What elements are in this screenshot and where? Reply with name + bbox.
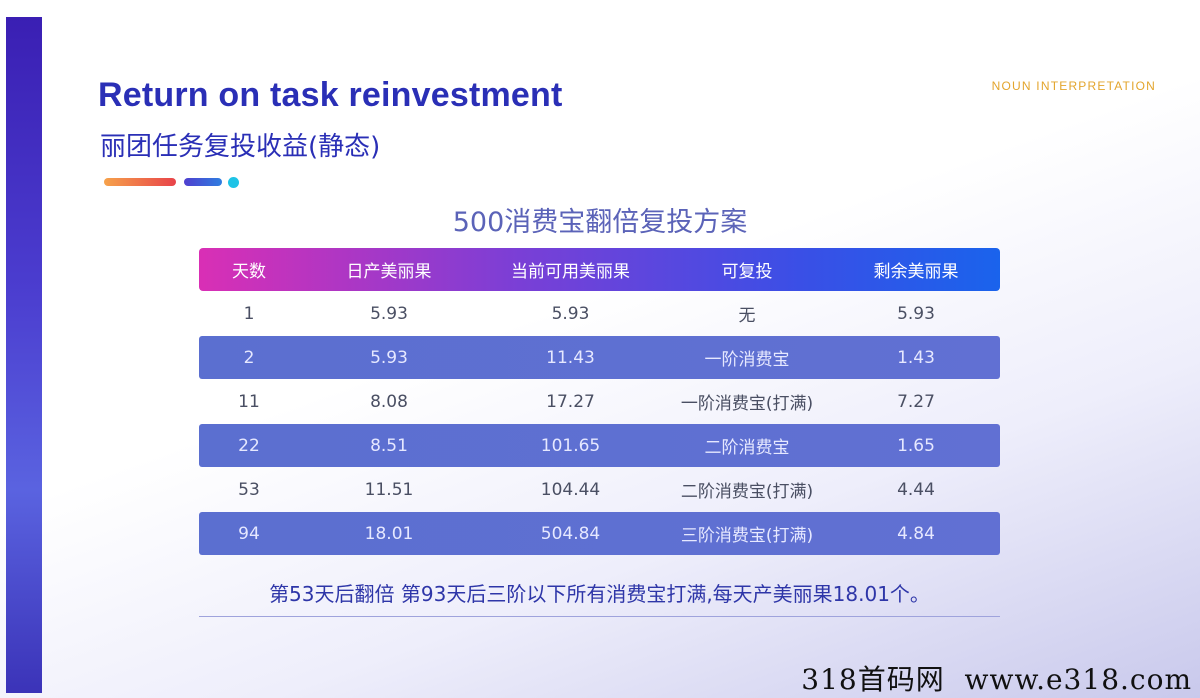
- cell-daily-output: 5.93: [370, 303, 408, 324]
- table-row: 1 5.93 5.93 无 5.93: [199, 291, 1000, 336]
- cell-reinvestable: 三阶消费宝(打满): [680, 526, 814, 546]
- table-header: 天数 日产美丽果 当前可用美丽果 可复投 剩余美丽果: [199, 248, 1000, 291]
- cell-reinvestable: 二阶消费宝: [704, 438, 790, 458]
- reinvestment-table: 天数 日产美丽果 当前可用美丽果 可复投 剩余美丽果 1 5.93 5.93 无…: [199, 248, 1000, 555]
- cell-days: 94: [238, 523, 260, 544]
- cell-available: 5.93: [551, 303, 590, 324]
- cell-daily-output: 8.08: [370, 391, 408, 412]
- cell-days: 1: [243, 303, 255, 324]
- cell-remaining: 5.93: [897, 303, 935, 324]
- cell-reinvestable: 一阶消费宝: [704, 350, 790, 370]
- cell-daily-output: 5.93: [370, 347, 408, 368]
- cell-reinvestable: 无: [738, 306, 756, 326]
- left-accent-bar: [6, 17, 42, 693]
- cell-available: 17.27: [546, 391, 595, 412]
- table-row: 22 8.51 101.65 二阶消费宝 1.65: [199, 424, 1000, 467]
- cell-daily-output: 18.01: [364, 523, 414, 544]
- table-row: 53 11.51 104.44 二阶消费宝(打满) 4.44: [199, 467, 1000, 512]
- table-row: 11 8.08 17.27 一阶消费宝(打满) 7.27: [199, 379, 1000, 424]
- column-header-reinvestable: 可复投: [721, 262, 773, 282]
- column-header-daily-output: 日产美丽果: [346, 262, 432, 282]
- page-title-chinese: 丽团任务复投收益(静态): [100, 132, 381, 162]
- divider: [199, 616, 1000, 617]
- page-title-english: Return on task reinvestment: [98, 76, 563, 114]
- cell-remaining: 1.65: [897, 435, 935, 456]
- cell-available: 104.44: [540, 479, 601, 500]
- cell-available: 11.43: [546, 347, 595, 368]
- cell-available: 101.65: [540, 435, 601, 456]
- cell-remaining: 7.27: [897, 391, 935, 412]
- cell-remaining: 4.84: [897, 523, 935, 544]
- column-header-days: 天数: [232, 262, 266, 282]
- cell-remaining: 1.43: [897, 347, 935, 368]
- summary-footnote: 第53天后翻倍 第93天后三阶以下所有消费宝打满,每天产美丽果18.01个。: [269, 582, 930, 606]
- decorative-line-blue: [184, 178, 222, 186]
- decorative-line-orange: [104, 178, 176, 186]
- table-title: 500消费宝翻倍复投方案: [452, 207, 748, 238]
- cell-days: 2: [243, 347, 255, 368]
- cell-days: 11: [238, 391, 260, 412]
- cell-daily-output: 11.51: [364, 479, 414, 500]
- site-watermark: 318首码网 www.e318.com: [801, 663, 1192, 696]
- column-header-remaining: 剩余美丽果: [873, 262, 959, 282]
- cell-available: 504.84: [540, 523, 601, 544]
- noun-interpretation-label: NOUN INTERPRETATION: [991, 79, 1156, 93]
- table-row: 2 5.93 11.43 一阶消费宝 1.43: [199, 336, 1000, 379]
- cell-reinvestable: 二阶消费宝(打满): [680, 482, 814, 502]
- cell-days: 22: [238, 435, 260, 456]
- cell-daily-output: 8.51: [370, 435, 408, 456]
- column-header-available: 当前可用美丽果: [511, 262, 630, 282]
- cell-reinvestable: 一阶消费宝(打满): [680, 394, 814, 414]
- table-row: 94 18.01 504.84 三阶消费宝(打满) 4.84: [199, 512, 1000, 555]
- cell-remaining: 4.44: [897, 479, 935, 500]
- decorative-dot: [228, 177, 239, 188]
- cell-days: 53: [238, 479, 260, 500]
